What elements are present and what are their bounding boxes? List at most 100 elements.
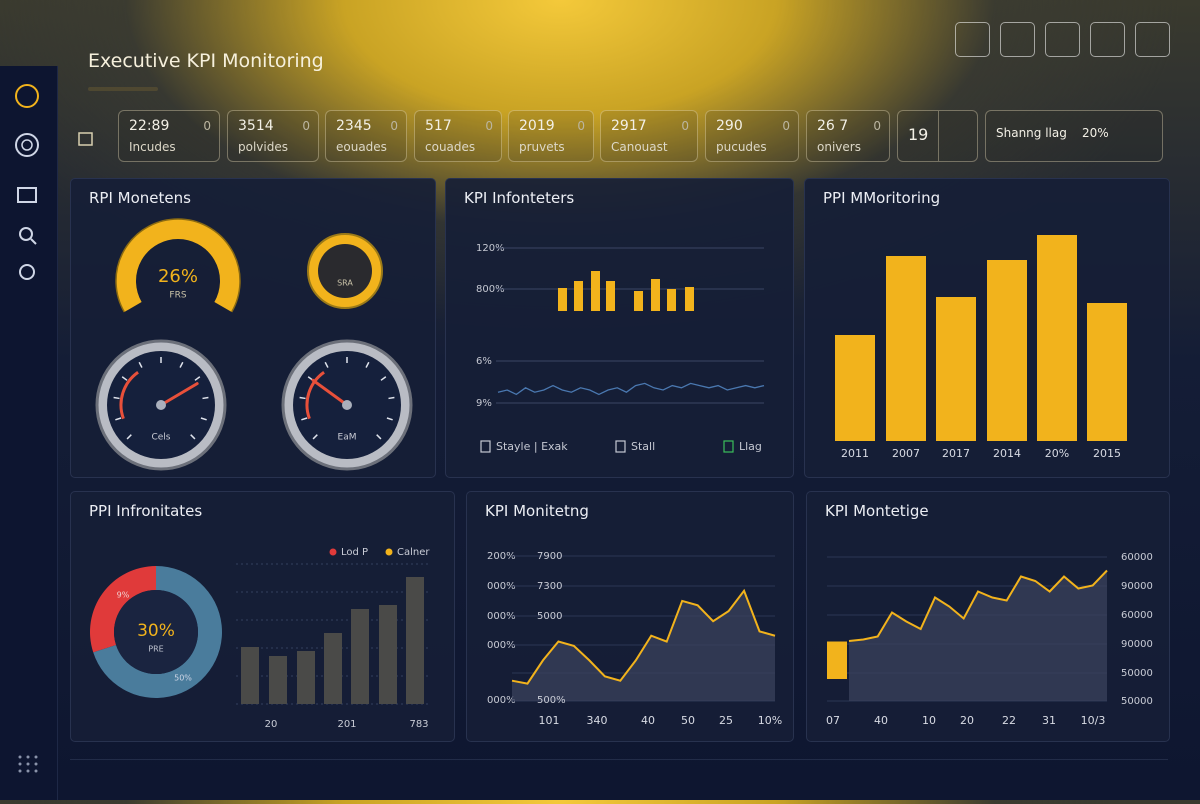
y-tick-label: 7900	[537, 551, 562, 562]
y-tick-label: 5000	[537, 611, 562, 622]
area-chart: 60000 90000 60000 90000 50000 50000 07 40 10 20 22…	[826, 552, 1153, 727]
bars-panel: 120% 800% 6% 9% Stayle | Exak Stall Llag KPI In…	[445, 178, 794, 478]
x-tick-label: 340	[587, 714, 608, 727]
legend-label: Stayle | Exak	[496, 440, 568, 453]
edit-button[interactable]	[1000, 22, 1035, 57]
gauge-zone	[119, 371, 139, 420]
kpi-value: 517	[425, 118, 452, 134]
nav-search[interactable]	[19, 227, 33, 241]
y-axis-label: 9%	[476, 398, 492, 409]
donut-segment	[93, 566, 222, 698]
x-tick-label: 22	[1002, 714, 1016, 727]
kpi-badge: 0	[302, 119, 310, 133]
panel-title: PPI MMoritoring	[823, 189, 941, 207]
column-chart: 2011 2007 2017 2014 20% 2015	[835, 235, 1127, 460]
y-axis-label: 120%	[476, 243, 505, 254]
gauge-tick	[301, 417, 308, 421]
bar	[324, 633, 342, 704]
kpi-badge: 0	[203, 119, 211, 133]
x-tick-label: 2015	[1093, 447, 1121, 460]
kpi-card[interactable]: 517 couades 0	[414, 110, 502, 162]
y-tick-label: 200%	[487, 551, 516, 562]
gauge-tick	[299, 396, 306, 400]
report-button[interactable]	[1045, 22, 1080, 57]
x-tick-label: 10%	[758, 714, 782, 727]
kpi-badge: 0	[681, 119, 689, 133]
y-axis-label: 6%	[476, 356, 492, 367]
nav-grid[interactable]	[17, 187, 37, 203]
x-tick-label: 20	[265, 719, 278, 730]
gauge-tick	[376, 434, 382, 440]
y-tick-label: 90000	[1121, 581, 1153, 592]
legend-icon	[723, 440, 734, 453]
share-label: Shanng llag	[996, 126, 1067, 140]
y-axis-label: 800%	[476, 284, 505, 295]
panel-title: RPI Monetens	[89, 189, 191, 207]
kpi-badge: 0	[873, 119, 881, 133]
bar	[241, 647, 259, 704]
kpi-label: Canouast	[611, 140, 668, 154]
gauge-needle	[311, 378, 349, 407]
gauge-tick	[138, 361, 143, 368]
bar	[351, 609, 369, 704]
gauge-tick	[179, 361, 184, 368]
share-value: 20%	[1082, 126, 1109, 140]
y-tick-label: 500%	[537, 695, 566, 706]
kpi-badge: 0	[577, 119, 585, 133]
line	[497, 382, 765, 396]
gauge-label: EaM	[338, 433, 357, 443]
kpi-label: pucudes	[716, 140, 767, 154]
y-tick-label: 7300	[537, 581, 562, 592]
y-tick-label: 000%	[487, 611, 516, 622]
kpi-extra[interactable]: 19	[897, 110, 978, 162]
kpi-value: 3514	[238, 118, 274, 134]
panel-title: KPI Montetige	[825, 502, 929, 520]
y-tick-label: 60000	[1121, 552, 1153, 563]
kpi-card[interactable]: 2345 eouades 0	[325, 110, 407, 162]
kpi-card[interactable]: 290 pucudes 0	[705, 110, 799, 162]
gauge-ring	[116, 219, 240, 312]
bar	[297, 651, 315, 704]
y-tick-label: 000%	[487, 695, 516, 706]
kpi-card[interactable]: 2019 pruvets 0	[508, 110, 594, 162]
apps-dots[interactable]	[18, 755, 38, 773]
y-tick-label: 000%	[487, 640, 516, 651]
x-tick-label: 20%	[1045, 447, 1069, 460]
kpi-card[interactable]: 22:89 Incudes 0	[118, 110, 220, 162]
y-tick-label: 60000	[1121, 610, 1153, 621]
y-tick-label: 50000	[1121, 668, 1153, 679]
kpi-value: 290	[716, 118, 743, 134]
donut-segment	[90, 566, 156, 653]
page-title: Executive KPI Monitoring	[88, 50, 324, 72]
kpi-card[interactable]: 3514 polvides 0	[227, 110, 319, 162]
legend-dot	[385, 548, 393, 556]
x-tick-label: 20	[960, 714, 974, 727]
gauge-tick	[200, 417, 207, 421]
x-tick-label: 25	[719, 714, 733, 727]
donut-sub: PRE	[148, 645, 163, 654]
share-card[interactable]: Shanng llag 20%	[985, 110, 1163, 162]
column-panel: 2011 2007 2017 2014 20% 2015 PPI MMoritoring	[804, 178, 1170, 478]
gauge-zone	[305, 371, 325, 420]
kpi-label: polvides	[238, 140, 288, 154]
gauge-tick	[113, 396, 120, 400]
nav-search-handle	[30, 238, 37, 245]
legend-label: Stall	[631, 440, 655, 453]
gauge-label: SRA	[337, 279, 353, 288]
divider	[938, 111, 939, 161]
nav-refresh[interactable]	[19, 264, 35, 280]
kpi-value: 26 7	[817, 118, 849, 134]
search-button[interactable]	[955, 22, 990, 57]
kpi-label: onivers	[817, 140, 861, 154]
gauge-tick	[386, 417, 393, 421]
area-panel: 60000 90000 60000 90000 50000 50000 07 40 10 20 22…	[806, 491, 1170, 742]
bar	[406, 577, 424, 704]
grid-button[interactable]	[1090, 22, 1125, 57]
kpi-card[interactable]: 26 7 onivers 0	[806, 110, 890, 162]
kpi-card[interactable]: 2917 Canouast 0	[600, 110, 698, 162]
title-underline	[88, 87, 158, 91]
nav-icon[interactable]	[15, 133, 39, 157]
gauge-tick	[126, 434, 132, 440]
card-button[interactable]	[1135, 22, 1170, 57]
